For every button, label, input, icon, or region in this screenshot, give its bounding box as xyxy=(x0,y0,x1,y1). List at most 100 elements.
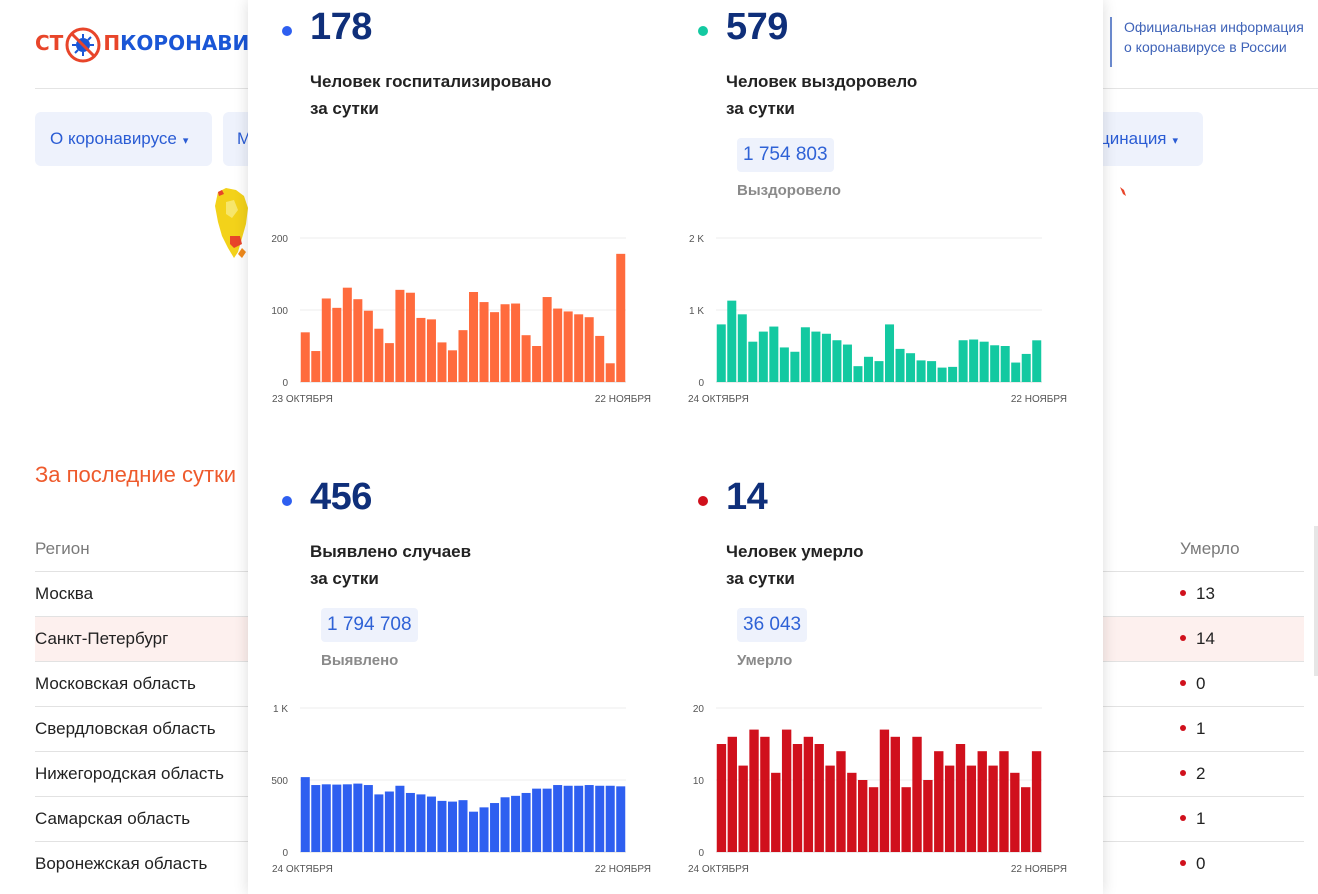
chart-bar[interactable] xyxy=(363,310,373,382)
chart-bar[interactable] xyxy=(769,326,779,382)
chart-bar[interactable] xyxy=(758,331,768,382)
chart-bar[interactable] xyxy=(863,356,873,382)
chart-bar[interactable] xyxy=(832,340,842,382)
chart-bar[interactable] xyxy=(901,787,911,852)
chart-bar[interactable] xyxy=(937,367,947,382)
chart-bar[interactable] xyxy=(311,351,321,382)
chart-bar[interactable] xyxy=(342,784,352,852)
chart-bar[interactable] xyxy=(426,319,436,382)
chart-bar[interactable] xyxy=(760,736,770,852)
chart-bar[interactable] xyxy=(405,792,415,852)
chart-bar[interactable] xyxy=(916,360,926,382)
chart-bar[interactable] xyxy=(395,785,405,852)
chart-bar[interactable] xyxy=(500,797,510,852)
chart-bar[interactable] xyxy=(521,335,531,382)
hospitalized-bar-chart[interactable]: 0 100 200 23 ОКТЯБРЯ 22 НОЯБРЯ xyxy=(248,220,668,420)
chart-bar[interactable] xyxy=(532,788,542,852)
chart-bar[interactable] xyxy=(847,772,857,852)
chart-bar[interactable] xyxy=(771,772,781,852)
chart-bar[interactable] xyxy=(716,744,727,852)
chart-bar[interactable] xyxy=(384,791,394,852)
chart-bar[interactable] xyxy=(405,292,415,382)
chart-bar[interactable] xyxy=(879,729,890,852)
chart-bar[interactable] xyxy=(563,785,573,852)
chart-bar[interactable] xyxy=(437,800,447,852)
chart-bar[interactable] xyxy=(1010,772,1020,852)
chart-bar[interactable] xyxy=(300,777,310,852)
chart-bar[interactable] xyxy=(595,785,605,852)
chart-bar[interactable] xyxy=(1021,353,1031,382)
chart-bar[interactable] xyxy=(300,332,310,382)
chart-bar[interactable] xyxy=(800,327,810,382)
chart-bar[interactable] xyxy=(416,794,426,852)
recovered-bar-chart[interactable]: 0 1 K 2 K 24 ОКТЯБРЯ 22 НОЯБРЯ xyxy=(664,220,1084,420)
chart-bar[interactable] xyxy=(447,801,457,852)
chart-bar[interactable] xyxy=(895,348,905,382)
chart-bar[interactable] xyxy=(437,342,447,382)
chart-bar[interactable] xyxy=(836,751,846,852)
chart-bar[interactable] xyxy=(321,298,331,382)
chart-bar[interactable] xyxy=(727,300,737,382)
chart-bar[interactable] xyxy=(779,347,789,382)
chart-bar[interactable] xyxy=(990,345,1000,382)
stopcoronavirus-logo[interactable]: СТ ПКОРОНАВИ xyxy=(35,22,250,64)
chart-bar[interactable] xyxy=(479,302,489,382)
chart-bar[interactable] xyxy=(912,736,922,852)
chart-bar[interactable] xyxy=(521,792,531,852)
chart-bar[interactable] xyxy=(395,289,405,382)
chart-bar[interactable] xyxy=(500,304,510,382)
chart-bar[interactable] xyxy=(955,744,966,852)
chart-bar[interactable] xyxy=(737,314,747,382)
chart-bar[interactable] xyxy=(988,765,998,852)
chart-bar[interactable] xyxy=(542,788,552,852)
chart-bar[interactable] xyxy=(1032,340,1042,382)
chart-bar[interactable] xyxy=(906,353,916,382)
chart-bar[interactable] xyxy=(969,339,979,382)
chart-bar[interactable] xyxy=(584,785,594,852)
chart-bar[interactable] xyxy=(874,361,884,382)
chart-bar[interactable] xyxy=(927,361,937,382)
chart-bar[interactable] xyxy=(584,317,594,382)
chart-bar[interactable] xyxy=(979,341,989,382)
chart-bar[interactable] xyxy=(1031,751,1042,852)
chart-bar[interactable] xyxy=(825,765,835,852)
chart-bar[interactable] xyxy=(1011,362,1021,382)
chart-bar[interactable] xyxy=(842,344,852,382)
chart-bar[interactable] xyxy=(342,287,352,382)
chart-bar[interactable] xyxy=(374,794,384,852)
chart-bar[interactable] xyxy=(868,787,879,852)
chart-bar[interactable] xyxy=(363,785,373,852)
chart-bar[interactable] xyxy=(595,335,605,382)
official-info-link[interactable]: Официальная информация о коронавирусе в … xyxy=(1110,17,1304,67)
chart-bar[interactable] xyxy=(821,333,831,382)
nav-vaccination[interactable]: цинация ▾ xyxy=(1090,112,1203,166)
chart-bar[interactable] xyxy=(853,366,863,382)
chart-bar[interactable] xyxy=(353,299,363,382)
chart-bar[interactable] xyxy=(727,736,737,852)
chart-bar[interactable] xyxy=(574,785,584,852)
chart-bar[interactable] xyxy=(384,343,394,382)
chart-bar[interactable] xyxy=(958,340,968,382)
chart-bar[interactable] xyxy=(426,796,436,852)
chart-bar[interactable] xyxy=(563,311,573,382)
chart-bar[interactable] xyxy=(332,307,342,382)
chart-bar[interactable] xyxy=(605,363,615,382)
chart-bar[interactable] xyxy=(803,736,814,852)
chart-bar[interactable] xyxy=(511,303,521,382)
chart-bar[interactable] xyxy=(616,786,626,852)
chart-bar[interactable] xyxy=(469,811,479,852)
deaths-bar-chart[interactable]: 0 10 20 24 ОКТЯБРЯ 22 НОЯБРЯ xyxy=(664,690,1084,890)
chart-bar[interactable] xyxy=(966,765,977,852)
chart-bar[interactable] xyxy=(749,729,759,852)
nav-about-coronavirus[interactable]: О коронавирусе ▾ xyxy=(35,112,212,166)
chart-bar[interactable] xyxy=(458,800,468,852)
scrollbar[interactable] xyxy=(1314,526,1318,676)
chart-bar[interactable] xyxy=(738,765,748,852)
chart-bar[interactable] xyxy=(542,297,552,382)
chart-bar[interactable] xyxy=(374,328,384,382)
chart-bar[interactable] xyxy=(716,324,726,382)
chart-bar[interactable] xyxy=(1000,346,1010,382)
chart-bar[interactable] xyxy=(948,366,958,382)
chart-bar[interactable] xyxy=(553,785,563,852)
chart-bar[interactable] xyxy=(332,784,342,852)
